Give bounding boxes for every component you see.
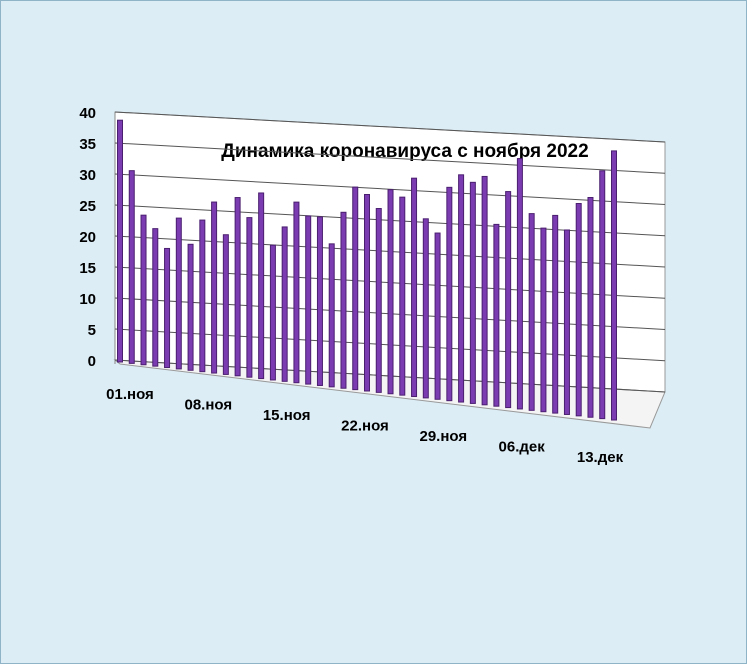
bar bbox=[493, 223, 500, 407]
chart-title: Динамика коронавируса с ноября 2022 bbox=[221, 141, 588, 162]
bar bbox=[364, 194, 370, 392]
y-tick-label: 20 bbox=[79, 229, 96, 246]
grid-line bbox=[114, 142, 666, 174]
y-tick-label: 15 bbox=[79, 260, 96, 277]
x-tick-label: 29.ноя bbox=[420, 428, 468, 445]
x-tick-label: 06.дек bbox=[499, 438, 546, 455]
bar bbox=[128, 170, 135, 364]
bar bbox=[411, 177, 418, 398]
bar bbox=[187, 243, 194, 371]
x-tick-label: 01.ноя bbox=[106, 386, 154, 403]
bar bbox=[434, 232, 441, 400]
bar bbox=[140, 214, 147, 366]
bar bbox=[446, 186, 453, 402]
bar bbox=[575, 203, 582, 417]
y-tick-label: 0 bbox=[88, 353, 96, 370]
bar bbox=[422, 218, 429, 399]
y-tick-label: 25 bbox=[79, 198, 96, 215]
x-tick-label: 15.ноя bbox=[263, 407, 311, 424]
y-tick-label: 35 bbox=[79, 136, 96, 153]
x-tick-label: 22.ноя bbox=[341, 417, 389, 434]
bar bbox=[587, 197, 594, 418]
bar bbox=[316, 216, 323, 386]
bar bbox=[552, 214, 559, 414]
bar bbox=[611, 150, 617, 421]
bar bbox=[222, 234, 229, 375]
bar bbox=[246, 217, 253, 378]
bar bbox=[375, 208, 382, 393]
bar bbox=[352, 186, 359, 391]
bar bbox=[599, 170, 606, 420]
bar bbox=[258, 192, 265, 380]
bar bbox=[175, 217, 182, 370]
bar bbox=[305, 215, 312, 385]
x-tick-label: 08.ноя bbox=[185, 396, 233, 413]
y-tick-label: 30 bbox=[79, 167, 96, 184]
y-tick-label: 5 bbox=[88, 322, 96, 339]
bar bbox=[269, 244, 276, 381]
bar bbox=[164, 247, 171, 369]
bar bbox=[399, 196, 406, 396]
bar bbox=[458, 174, 465, 403]
bar bbox=[516, 158, 523, 410]
bar bbox=[481, 175, 488, 406]
y-tick-label: 10 bbox=[79, 291, 96, 308]
y-tick-label: 40 bbox=[79, 105, 96, 122]
bar bbox=[293, 201, 300, 384]
x-tick-label: 13.дек bbox=[577, 449, 624, 466]
bar bbox=[199, 219, 206, 373]
bar bbox=[234, 197, 241, 377]
bar bbox=[328, 243, 335, 388]
bar bbox=[340, 211, 347, 389]
bar bbox=[211, 201, 218, 374]
bar bbox=[563, 229, 570, 415]
bar bbox=[152, 228, 159, 367]
grid-line bbox=[114, 111, 666, 143]
bar bbox=[117, 119, 123, 363]
bar bbox=[540, 227, 547, 413]
bar bbox=[469, 181, 476, 404]
bar bbox=[528, 213, 535, 411]
bar bbox=[505, 191, 512, 409]
bar bbox=[281, 226, 288, 382]
bar bbox=[387, 189, 394, 395]
